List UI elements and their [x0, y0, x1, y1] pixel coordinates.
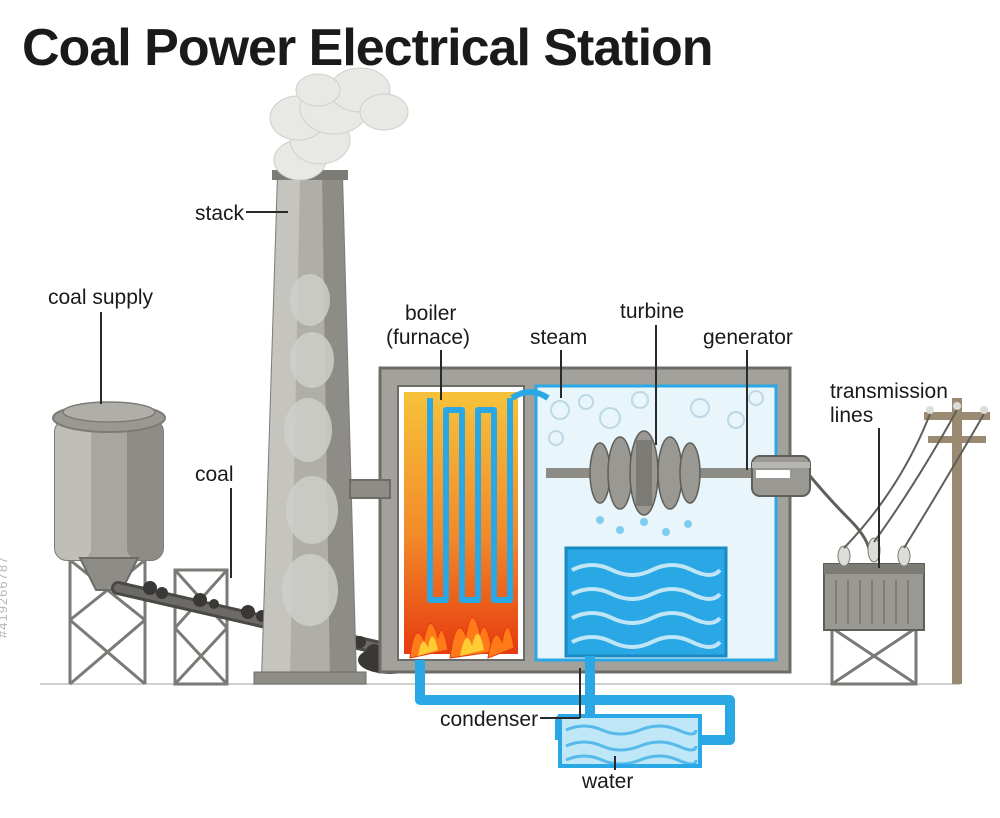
label-stack: stack [195, 202, 244, 226]
label-water: water [582, 770, 633, 794]
leader [579, 668, 581, 718]
generator [752, 456, 810, 496]
label-boiler-sub: (furnace) [386, 326, 470, 350]
coal-supply-silo [53, 402, 165, 684]
page-title: Coal Power Electrical Station [22, 18, 713, 78]
label-trans-1: transmission [830, 380, 948, 404]
leader [614, 756, 616, 770]
steam-chamber [512, 386, 776, 660]
boiler-furnace [398, 386, 524, 660]
label-boiler: boiler [405, 302, 456, 326]
label-coal: coal [195, 463, 234, 487]
transformer [824, 538, 924, 684]
label-condenser: condenser [440, 708, 538, 732]
leader [655, 325, 657, 445]
leader [440, 350, 442, 400]
label-steam: steam [530, 326, 587, 350]
leader [746, 350, 748, 470]
smokestack [254, 170, 366, 684]
generator-wire [810, 476, 870, 556]
leader [878, 428, 880, 568]
watermark-id: #419266787 [0, 556, 10, 638]
leader [560, 350, 562, 398]
leader [100, 312, 102, 404]
label-trans-2: lines [830, 404, 873, 428]
label-coal-supply: coal supply [48, 286, 153, 310]
smoke-plume [270, 68, 408, 180]
leader [246, 211, 288, 213]
leader [540, 717, 580, 719]
label-turbine: turbine [620, 300, 684, 324]
leader [230, 488, 232, 578]
label-generator: generator [703, 326, 793, 350]
